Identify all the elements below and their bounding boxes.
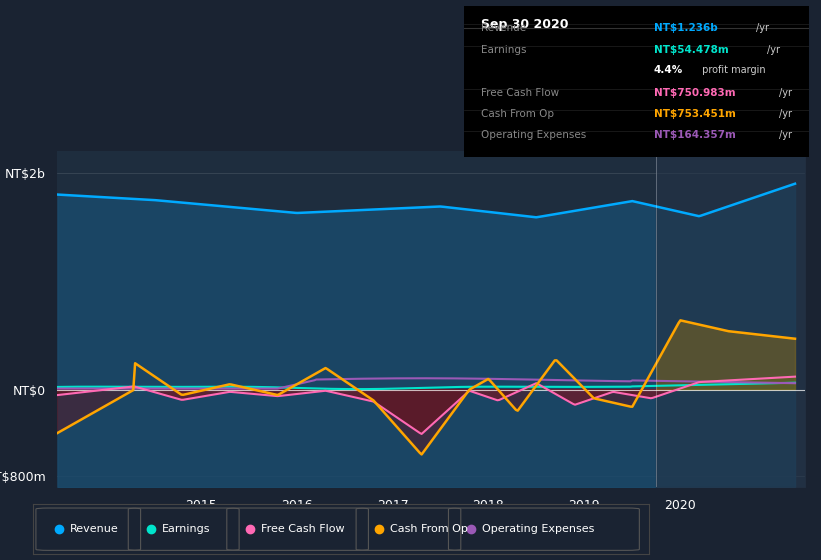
- Text: Earnings: Earnings: [163, 524, 211, 534]
- Text: NT$1.236b: NT$1.236b: [654, 23, 718, 33]
- Text: /yr: /yr: [778, 130, 791, 140]
- Text: NT$164.357m: NT$164.357m: [654, 130, 736, 140]
- Text: Revenue: Revenue: [481, 23, 526, 33]
- Text: Sep 30 2020: Sep 30 2020: [481, 18, 569, 31]
- Text: Free Cash Flow: Free Cash Flow: [261, 524, 344, 534]
- Text: Free Cash Flow: Free Cash Flow: [481, 88, 559, 98]
- Text: /yr: /yr: [778, 109, 791, 119]
- Text: 4.4%: 4.4%: [654, 65, 683, 75]
- Text: Revenue: Revenue: [70, 524, 118, 534]
- Text: NT$54.478m: NT$54.478m: [654, 45, 728, 55]
- Text: Operating Expenses: Operating Expenses: [481, 130, 586, 140]
- Text: Operating Expenses: Operating Expenses: [483, 524, 594, 534]
- Text: /yr: /yr: [756, 23, 769, 33]
- Text: /yr: /yr: [768, 45, 780, 55]
- Text: Cash From Op: Cash From Op: [390, 524, 468, 534]
- Text: Cash From Op: Cash From Op: [481, 109, 554, 119]
- Text: /yr: /yr: [778, 88, 791, 98]
- Text: NT$750.983m: NT$750.983m: [654, 88, 735, 98]
- Text: NT$753.451m: NT$753.451m: [654, 109, 736, 119]
- Text: Earnings: Earnings: [481, 45, 526, 55]
- Text: profit margin: profit margin: [699, 65, 766, 75]
